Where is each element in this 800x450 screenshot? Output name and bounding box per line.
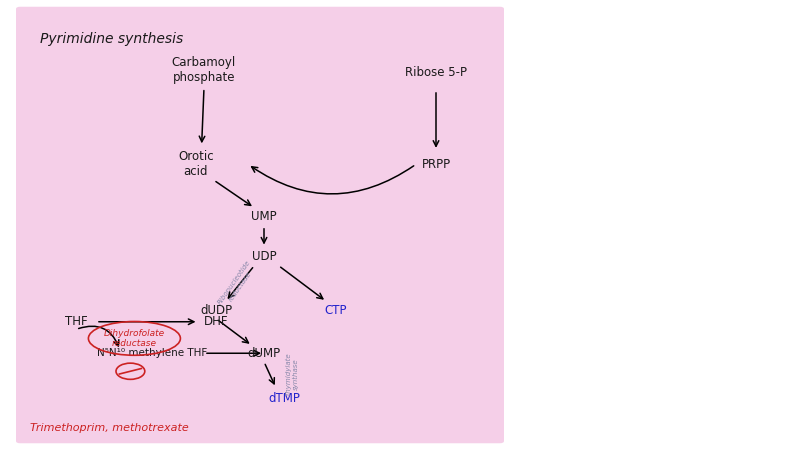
FancyBboxPatch shape [16,7,504,443]
Text: THF: THF [65,315,87,328]
Text: N⁵N¹⁰ methylene THF: N⁵N¹⁰ methylene THF [97,348,207,358]
Text: CTP: CTP [325,304,347,317]
Text: DHF: DHF [204,315,228,328]
Text: Pyrimidine synthesis: Pyrimidine synthesis [40,32,183,45]
Text: UDP: UDP [252,250,276,263]
Text: Dihydrofolate
reductase: Dihydrofolate reductase [104,328,165,348]
Text: dTMP: dTMP [268,392,300,405]
Text: dUMP: dUMP [247,347,281,360]
Text: Thymidylate
synthase: Thymidylate synthase [286,353,298,396]
Text: Orotic
acid: Orotic acid [178,150,214,178]
Text: Ribonucleotide
reductase: Ribonucleotide reductase [217,259,257,310]
Text: dUDP: dUDP [200,304,232,317]
Text: PRPP: PRPP [422,158,450,171]
Text: Ribose 5-P: Ribose 5-P [405,66,467,78]
Text: Trimethoprim, methotrexate: Trimethoprim, methotrexate [30,423,189,433]
Text: UMP: UMP [251,210,277,222]
Text: Carbamoyl
phosphate: Carbamoyl phosphate [172,56,236,84]
